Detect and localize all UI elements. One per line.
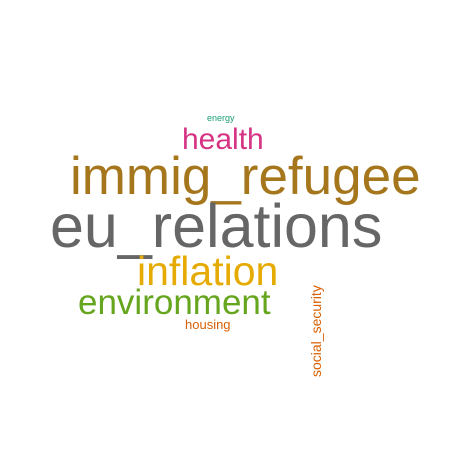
word-health: health [182,123,264,156]
word-inflation: inflation [137,248,279,294]
word-housing: housing [185,317,231,332]
word-immig-refugee: immig_refugee [70,147,421,206]
word-environment: environment [78,283,271,322]
word-eu-relations: eu_relations [50,192,383,260]
word-energy: energy [207,113,235,123]
word-social-security: social_security [308,285,324,377]
